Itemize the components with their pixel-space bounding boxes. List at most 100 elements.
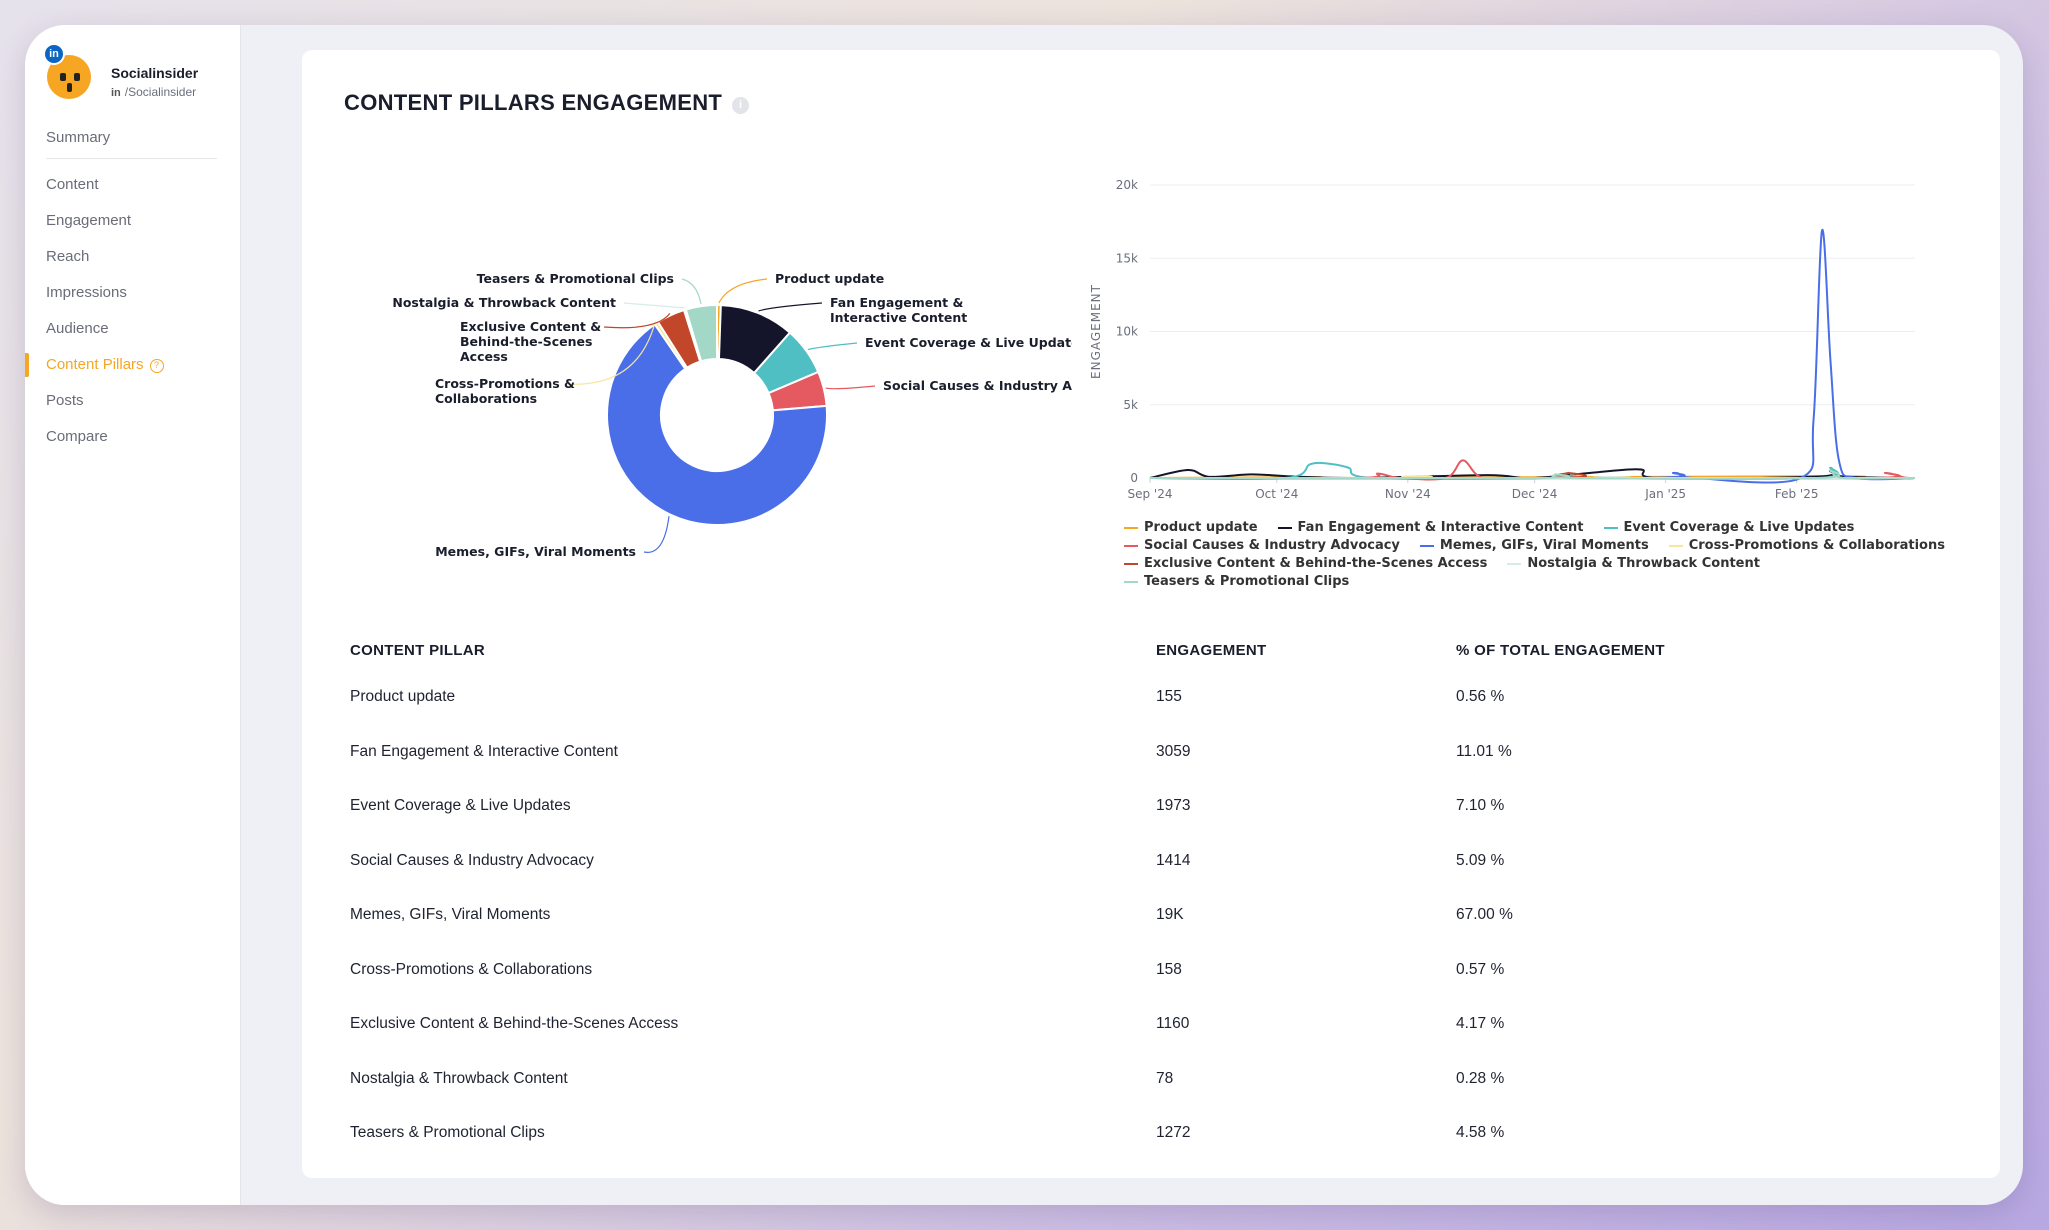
table-row: Memes, GIFs, Viral Moments 19K 67.00 %	[350, 888, 1950, 943]
info-icon[interactable]: i	[732, 97, 750, 114]
column-header-pillar[interactable]: CONTENT PILLAR	[350, 641, 486, 659]
sidebar-item-compare[interactable]: Compare	[25, 419, 241, 455]
y-axis-label: ENGAGEMENT	[1089, 284, 1103, 379]
legend-item-product-update[interactable]: Product update	[1124, 520, 1258, 535]
profile-handle-text: /Socialinsider	[124, 85, 197, 99]
table-row: Teasers & Promotional Clips 1272 4.58 %	[350, 1106, 1950, 1161]
sidebar-nav: Summary Content Engagement Reach Impress…	[25, 120, 241, 455]
donut-label: Cross-Promotions & Collaborations	[435, 376, 575, 406]
donut-label: Product update	[775, 271, 884, 286]
x-tick-label: Jan '25	[1644, 487, 1686, 501]
legend-label: Fan Engagement & Interactive Content	[1297, 520, 1584, 535]
y-tick-label: 15k	[1116, 251, 1138, 265]
sidebar-item-audience[interactable]: Audience	[25, 311, 241, 347]
sidebar-item-label: Engagement	[46, 212, 132, 229]
donut-slice-teasers-and-promotional-clips[interactable]	[684, 303, 718, 363]
cell-engagement: 1973	[1156, 797, 1191, 815]
x-tick-label: Dec '24	[1512, 487, 1558, 501]
table-row: Product update 155 0.56 %	[350, 670, 1950, 725]
sidebar-item-content-pillars[interactable]: Content Pillars?	[25, 347, 241, 383]
legend-swatch	[1124, 580, 1138, 583]
donut-label: Fan Engagement & Interactive Content	[830, 295, 967, 325]
legend-item-event-coverage-and-live-updates[interactable]: Event Coverage & Live Updates	[1603, 520, 1855, 535]
series-line-teasers-and-promotional-clips[interactable]	[1149, 469, 1916, 480]
cell-percent: 4.58 %	[1456, 1124, 1505, 1142]
donut-label: Memes, GIFs, Viral Moments	[435, 544, 636, 559]
legend-label: Event Coverage & Live Updates	[1623, 520, 1855, 535]
sidebar-item-reach[interactable]: Reach	[25, 239, 241, 275]
cell-percent: 0.28 %	[1456, 1069, 1505, 1087]
linkedin-icon: in	[43, 43, 65, 65]
donut-label: Social Causes & Industry Advocacy	[883, 378, 1072, 393]
column-header-engagement[interactable]: ENGAGEMENT	[1156, 641, 1267, 659]
linkedin-small-icon: in	[111, 87, 121, 99]
legend-item-memes-gifs-viral-moments[interactable]: Memes, GIFs, Viral Moments	[1419, 538, 1649, 553]
cell-percent: 11.01 %	[1456, 742, 1512, 760]
donut-connector	[758, 302, 823, 312]
sidebar-item-label: Summary	[46, 129, 111, 146]
donut-connector	[566, 321, 656, 385]
donut-label: Nostalgia & Throwback Content	[392, 295, 616, 310]
app-window: in Socialinsider in/Socialinsider Summar…	[25, 25, 2023, 1205]
legend-swatch	[1603, 526, 1618, 529]
legend-item-teasers-and-promotional-clips[interactable]: Teasers & Promotional Clips	[1124, 574, 1349, 589]
legend-swatch	[1124, 562, 1138, 565]
table-row: Cross-Promotions & Collaborations 158 0.57…	[350, 943, 1950, 998]
legend-swatch	[1668, 544, 1683, 547]
column-header-percent[interactable]: % OF TOTAL ENGAGEMENT	[1456, 641, 1665, 659]
sidebar-item-impressions[interactable]: Impressions	[25, 275, 241, 311]
cell-pillar: Nostalgia & Throwback Content	[350, 1069, 568, 1087]
cell-pillar: Event Coverage & Live Updates	[350, 797, 571, 815]
pillars-table: CONTENT PILLAR ENGAGEMENT % OF TOTAL ENG…	[350, 630, 1950, 1161]
sidebar-item-summary[interactable]: Summary	[25, 120, 241, 156]
legend-item-exclusive-content-and-behind-the-scenes-access[interactable]: Exclusive Content & Behind-the-Scenes Ac…	[1124, 556, 1487, 571]
cell-percent: 7.10 %	[1456, 797, 1505, 815]
legend-item-social-causes-and-industry-advocacy[interactable]: Social Causes & Industry Advocacy	[1124, 538, 1400, 553]
legend-item-nostalgia-and-throwback-content[interactable]: Nostalgia & Throwback Content	[1507, 556, 1760, 571]
legend-label: Product update	[1144, 520, 1258, 535]
sidebar-item-label: Reach	[46, 248, 90, 265]
legend-item-cross-promotions-and-collaborations[interactable]: Cross-Promotions & Collaborations	[1668, 538, 1945, 553]
legend-label: Memes, GIFs, Viral Moments	[1439, 538, 1649, 553]
legend-label: Social Causes & Industry Advocacy	[1144, 538, 1400, 553]
profile-header[interactable]: in Socialinsider in/Socialinsider	[43, 43, 233, 113]
sidebar-item-content[interactable]: Content	[25, 167, 241, 203]
sidebar-item-label: Audience	[46, 320, 109, 337]
cell-pillar: Cross-Promotions & Collaborations	[350, 960, 593, 978]
cell-pillar: Memes, GIFs, Viral Moments	[350, 906, 551, 924]
cell-percent: 0.56 %	[1456, 688, 1505, 706]
content-pillars-card: CONTENT PILLARS ENGAGEMENT i Product upda…	[302, 50, 2000, 1178]
series-line-memes-gifs-viral-moments[interactable]	[1149, 229, 1916, 484]
cell-percent: 4.17 %	[1456, 1015, 1505, 1033]
legend-item-fan-engagement-and-interactive-content[interactable]: Fan Engagement & Interactive Content	[1277, 520, 1584, 535]
series-line-social-causes-and-industry-advocacy[interactable]	[1149, 459, 1916, 481]
sidebar-item-label: Compare	[46, 428, 108, 445]
cell-percent: 67.00 %	[1456, 906, 1513, 924]
donut-connector	[681, 278, 702, 305]
sidebar-item-posts[interactable]: Posts	[25, 383, 241, 419]
x-tick-label: Feb '25	[1775, 487, 1819, 501]
cell-percent: 0.57 %	[1456, 960, 1505, 978]
cell-engagement: 1272	[1156, 1124, 1191, 1142]
cell-engagement: 3059	[1156, 742, 1191, 760]
sidebar-item-label: Content Pillars	[46, 356, 144, 373]
donut-label: Event Coverage & Live Updates	[865, 335, 1072, 350]
legend-label: Nostalgia & Throwback Content	[1527, 556, 1760, 571]
legend-label: Exclusive Content & Behind-the-Scenes Ac…	[1144, 556, 1488, 571]
legend-swatch	[1124, 526, 1138, 529]
profile-handle: in/Socialinsider	[111, 85, 196, 99]
donut-connector	[807, 342, 858, 351]
cell-engagement: 1414	[1156, 851, 1191, 869]
donut-chart: Product update Fan Engagement & Interactiv…	[392, 271, 1129, 559]
donut-connector	[603, 313, 671, 329]
table-row: Exclusive Content & Behind-the-Scenes Ac…	[350, 997, 1950, 1052]
help-icon[interactable]: ?	[149, 359, 164, 373]
divider	[46, 158, 217, 159]
line-chart: 0 5k 10k 15k 20k Sep '24 Oct '24 Nov '24 Dec '24…	[1089, 178, 1916, 501]
sidebar-item-engagement[interactable]: Engagement	[25, 203, 241, 239]
donut-connector	[643, 516, 670, 553]
x-tick-label: Oct '24	[1255, 487, 1298, 501]
cell-pillar: Social Causes & Industry Advocacy	[350, 851, 594, 869]
cell-pillar: Fan Engagement & Interactive Content	[350, 742, 618, 760]
donut-slice-memes-gifs-viral-moments[interactable]	[606, 322, 828, 526]
